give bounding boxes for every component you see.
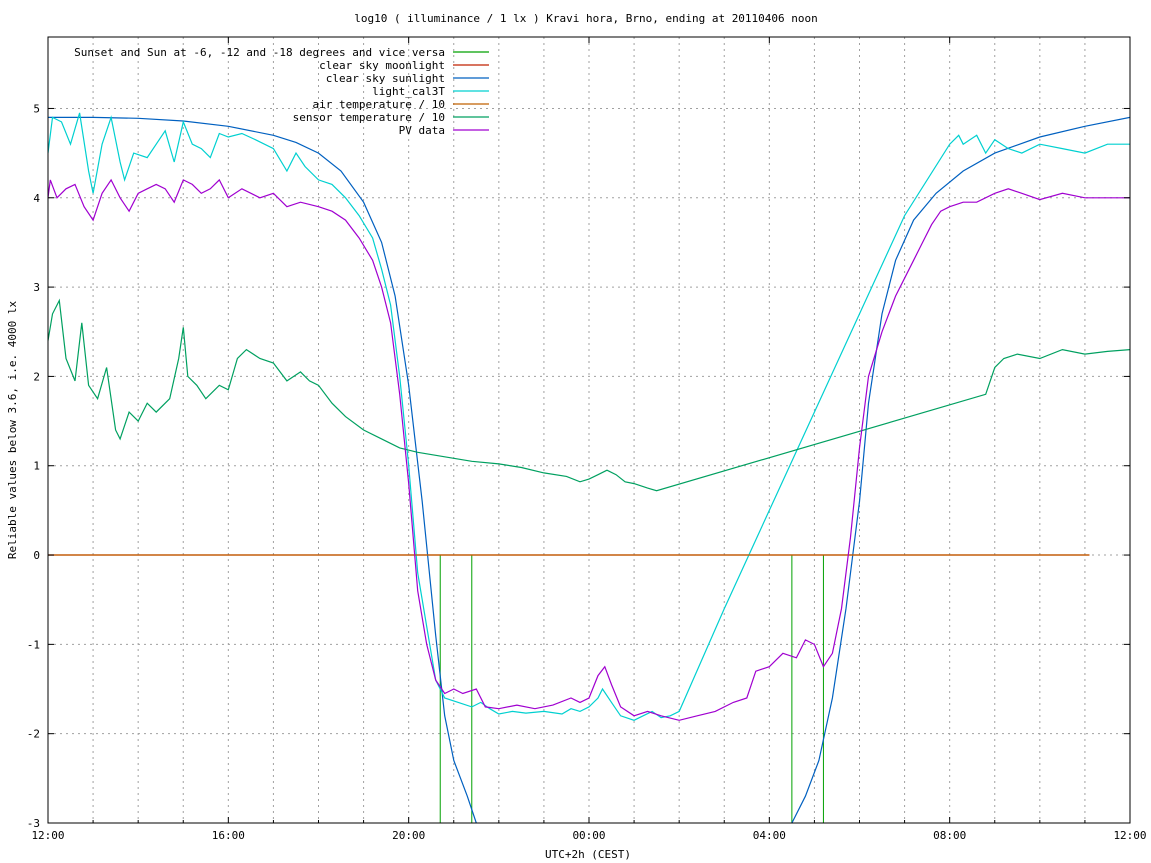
ticks: 12:00 16:00 20:00 00:00 04:00 08:00 12:00 5 4 3 2 1… bbox=[27, 37, 1147, 842]
y-tick-label: 0 bbox=[33, 549, 40, 562]
legend-label: clear sky sunlight bbox=[326, 72, 445, 85]
y-tick-label: 2 bbox=[33, 370, 40, 383]
y-tick-label: -2 bbox=[27, 728, 40, 741]
x-tick-label: 04:00 bbox=[753, 829, 786, 842]
y-tick-label: 4 bbox=[33, 192, 40, 205]
y-tick-label: 5 bbox=[33, 102, 40, 115]
grid bbox=[48, 37, 1130, 823]
legend-label: clear sky moonlight bbox=[319, 59, 445, 72]
legend-label: light_cal3T bbox=[372, 85, 445, 98]
series-layer bbox=[48, 112, 1130, 823]
x-tick-label: 12:00 bbox=[31, 829, 64, 842]
y-axis-label: Reliable values below 3.6, i.e. 4000 lx bbox=[6, 300, 19, 559]
x-tick-label: 20:00 bbox=[392, 829, 425, 842]
series-clear-sky-sunlight-morning bbox=[791, 116, 1130, 823]
y-tick-label: -3 bbox=[27, 817, 40, 830]
series-pv-data bbox=[48, 178, 1130, 721]
x-tick-label: 08:00 bbox=[933, 829, 966, 842]
legend: Sunset and Sun at -6, -12 and -18 degree… bbox=[74, 46, 489, 137]
legend-label: Sunset and Sun at -6, -12 and -18 degree… bbox=[74, 46, 445, 59]
legend-label: PV data bbox=[399, 124, 445, 137]
legend-label: air temperature / 10 bbox=[313, 98, 445, 111]
x-tick-label: 12:00 bbox=[1113, 829, 1146, 842]
x-tick-label: 00:00 bbox=[572, 829, 605, 842]
series-sensor-temperature-10 bbox=[48, 298, 1130, 492]
series-light-cal3t bbox=[48, 112, 1130, 721]
y-tick-label: 1 bbox=[33, 460, 40, 473]
y-tick-label: 3 bbox=[33, 281, 40, 294]
legend-label: sensor temperature / 10 bbox=[293, 111, 445, 124]
chart-title: log10 ( illuminance / 1 lx ) Kravi hora,… bbox=[354, 12, 818, 25]
x-axis-label: UTC+2h (CEST) bbox=[545, 848, 631, 861]
y-tick-label: -1 bbox=[27, 638, 40, 651]
x-tick-label: 16:00 bbox=[212, 829, 245, 842]
